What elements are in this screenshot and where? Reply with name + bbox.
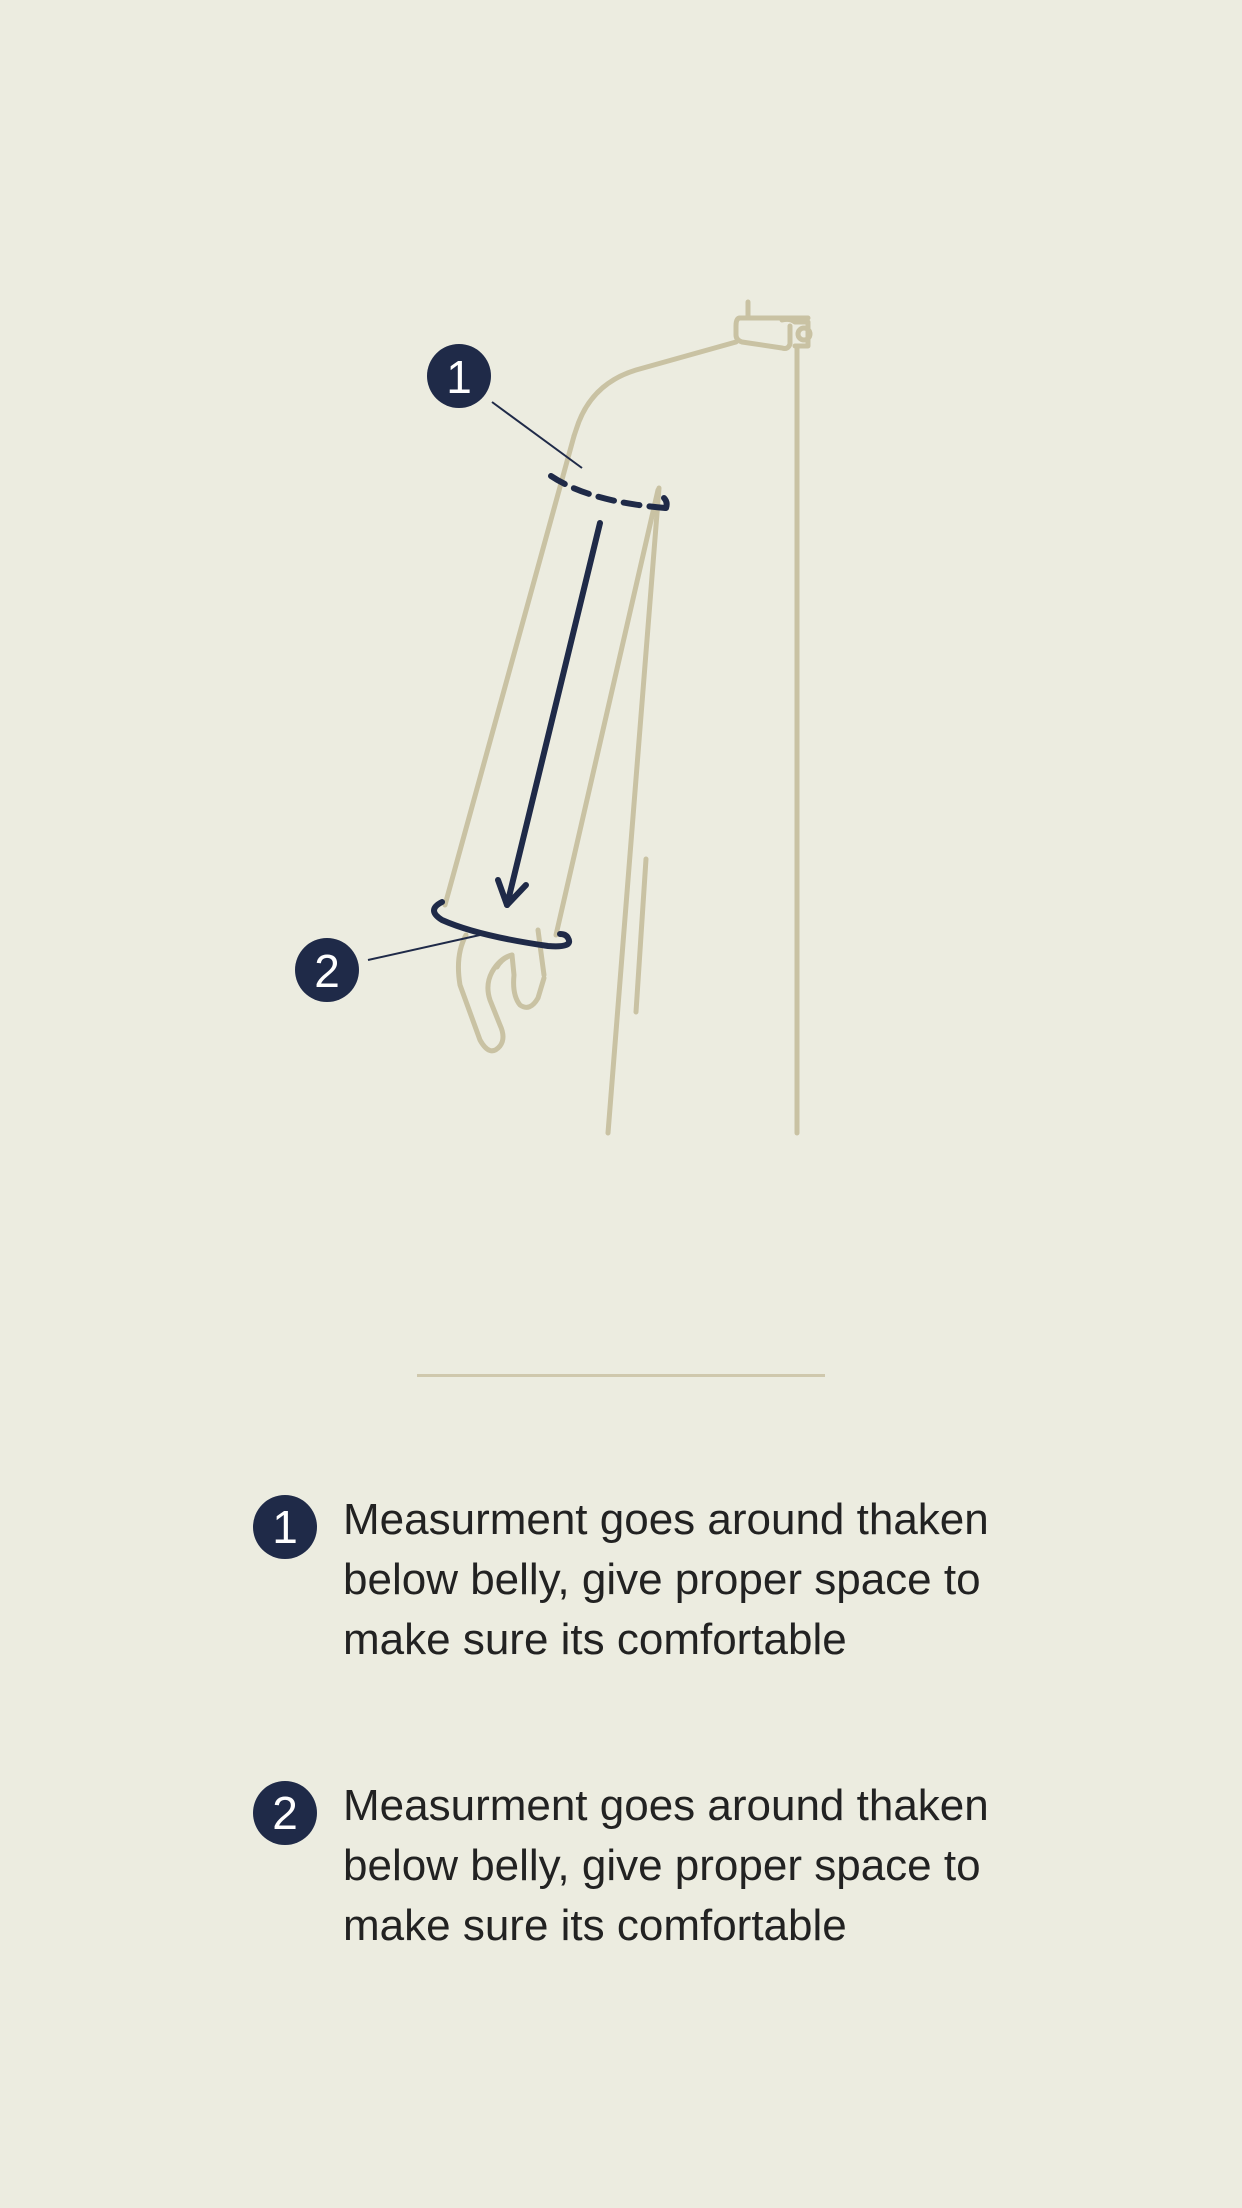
instruction-step-2: 2 Measurment goes around thaken below be… [253,1776,1113,2062]
callout-2-leader [367,934,481,961]
upper-measurement-dashed-line [548,473,669,511]
callout-2-badge: 2 [295,938,359,1002]
step-1-text: Measurment goes around thaken below bell… [343,1495,989,1664]
length-arrow [495,520,603,908]
callout-2-number: 2 [314,945,340,997]
step-1-badge: 1 [253,1495,317,1559]
lower-measurement-line [431,899,572,950]
step-2-text: Measurment goes around thaken below bell… [343,1781,989,1950]
callout-1-number: 1 [446,351,472,403]
instruction-step-1: 1 Measurment goes around thaken below be… [253,1490,1113,1776]
step-2-badge: 2 [253,1781,317,1845]
callout-1-badge: 1 [427,344,491,408]
instructions-list: 1 Measurment goes around thaken below be… [253,1490,1113,2062]
arm-measurement-illustration: 1 2 [295,299,813,1136]
section-divider [417,1374,825,1377]
callout-1-leader [491,401,583,469]
figure-outline [442,299,813,1136]
